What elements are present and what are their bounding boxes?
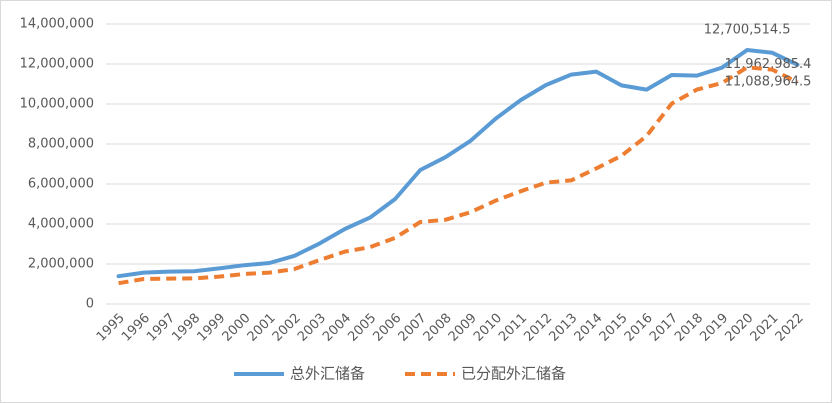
y-tick-label: 8,000,000 <box>28 137 94 152</box>
data-label: 11,088,964.5 <box>725 75 812 90</box>
y-tick-label: 0 <box>86 297 94 312</box>
y-tick-label: 14,000,000 <box>20 17 94 32</box>
legend-label: 总外汇储备 <box>290 365 365 383</box>
y-tick-label: 2,000,000 <box>28 257 94 272</box>
data-label: 11,962,985.4 <box>725 57 812 72</box>
series-line <box>116 47 800 279</box>
legend-label: 已分配外汇储备 <box>461 365 566 383</box>
y-tick-label: 10,000,000 <box>20 97 94 112</box>
series-line <box>118 65 799 286</box>
y-tick-label: 12,000,000 <box>20 57 94 72</box>
y-tick-label: 4,000,000 <box>28 217 94 232</box>
data-label: 12,700,514.5 <box>704 22 791 37</box>
y-tick-label: 6,000,000 <box>28 177 94 192</box>
